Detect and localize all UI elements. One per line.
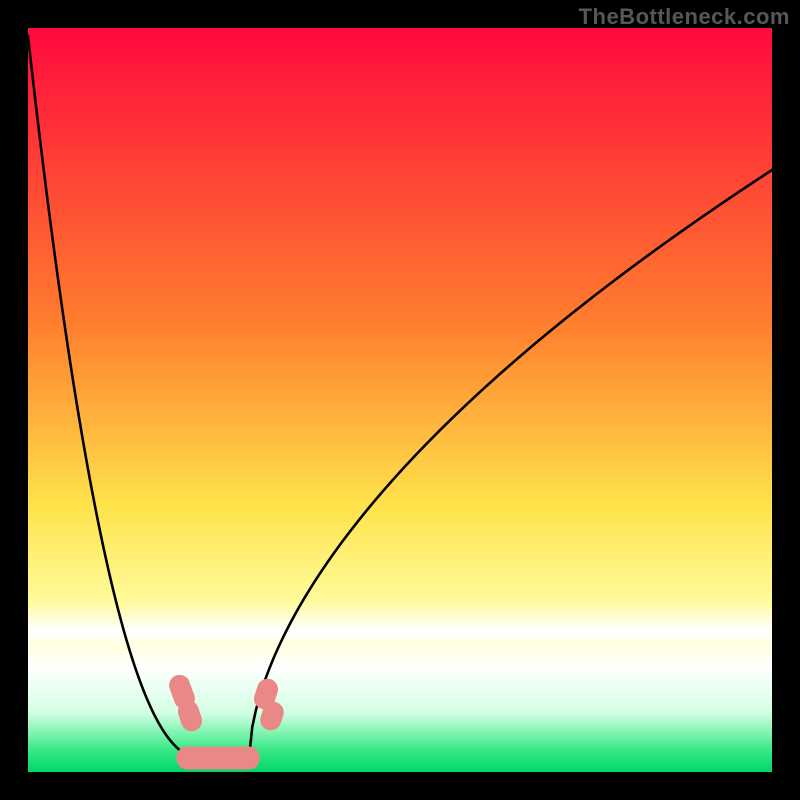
watermark-text: TheBottleneck.com: [579, 4, 790, 30]
gradient-background: [28, 28, 772, 772]
bottleneck-chart: [0, 0, 800, 800]
marker-pill: [195, 747, 241, 769]
